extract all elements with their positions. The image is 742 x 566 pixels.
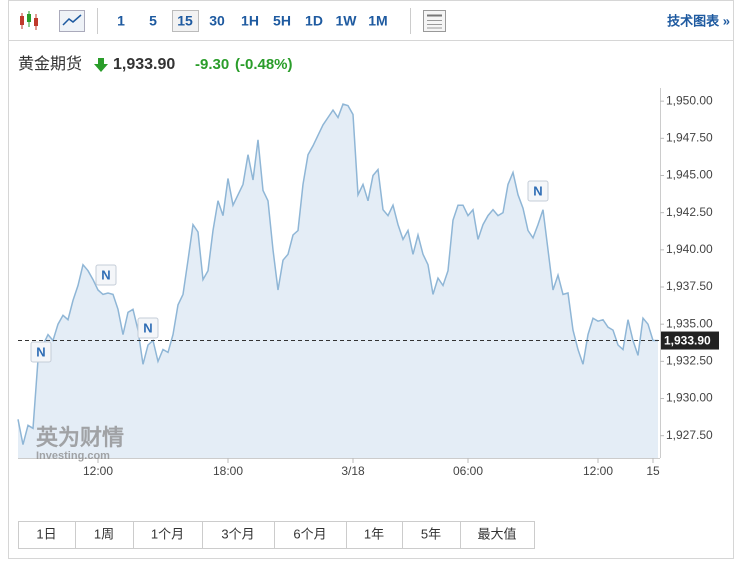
range-button-label: 1日 (36, 526, 56, 541)
down-arrow (94, 58, 108, 72)
y-tick-label: 1,930.00 (666, 391, 713, 405)
price: 1,933.90 (113, 56, 175, 73)
interval-button[interactable]: 15 (177, 13, 193, 29)
range-button[interactable] (402, 521, 461, 549)
candle-icon[interactable] (20, 11, 38, 30)
line-chart-icon[interactable] (59, 10, 85, 32)
y-tick-label: 1,940.00 (666, 242, 713, 256)
y-tick-label: 1,927.50 (666, 428, 713, 442)
y-tick-label: 1,935.00 (666, 316, 713, 330)
watermark-cn: 英为财情 (36, 425, 124, 450)
interval-button[interactable]: 1H (241, 13, 259, 29)
range-button[interactable] (460, 521, 535, 549)
price-line (17, 103, 658, 445)
x-tick-label: 18:00 (213, 464, 243, 478)
y-tick-label: 1,942.50 (666, 205, 713, 219)
news-marker[interactable] (527, 180, 549, 202)
x-tick-label: 15 (646, 464, 660, 478)
y-tick-label: 1,945.00 (666, 168, 713, 182)
change: -9.30 (195, 56, 229, 73)
interval-button[interactable]: 30 (209, 13, 225, 29)
news-marker[interactable] (95, 264, 117, 286)
y-tick-label: 1,937.50 (666, 279, 713, 293)
x-tick-label: 06:00 (453, 464, 483, 478)
interval-button[interactable]: 5 (149, 13, 157, 29)
area-fill (18, 104, 658, 458)
selected-interval (172, 10, 199, 32)
instrument-name: 黄金期货 (18, 55, 82, 73)
range-button[interactable] (274, 521, 347, 549)
x-tick-label: 3/18 (341, 464, 365, 478)
interval-button[interactable]: 1D (305, 13, 323, 29)
range-button[interactable] (75, 521, 134, 549)
interval-button[interactable]: 1W (336, 13, 358, 29)
range-button-label: 1年 (364, 526, 384, 541)
news-marker[interactable] (137, 317, 159, 339)
x-tick-label: 12:00 (583, 464, 613, 478)
current-price-label: 1,933.90 (664, 334, 711, 348)
range-button-label: 1个月 (151, 526, 184, 541)
news-marker-label: N (36, 344, 45, 359)
y-tick-label: 1,950.00 (666, 93, 713, 107)
range-button-label: 最大值 (477, 526, 516, 541)
change-pct: (-0.48%) (235, 56, 293, 73)
range-button-label: 5年 (421, 526, 441, 541)
news-marker-label: N (101, 267, 110, 282)
range-button[interactable] (18, 521, 76, 549)
y-tick-label: 1,932.50 (666, 354, 713, 368)
range-button-label: 3个月 (221, 526, 254, 541)
watermark-en: Investing.com (36, 450, 110, 462)
tech-chart-link[interactable]: 技术图表 » (667, 13, 730, 28)
current-price-box (661, 331, 719, 350)
news-marker-label: N (143, 320, 152, 335)
news-marker-label: N (533, 183, 542, 198)
news-marker[interactable] (30, 341, 52, 363)
range-button[interactable] (202, 521, 275, 549)
interval-button[interactable]: 5H (273, 13, 291, 29)
interval-button[interactable]: 1 (117, 13, 125, 29)
table-icon[interactable] (423, 10, 446, 32)
range-button-label: 1周 (94, 526, 114, 541)
range-button-label: 6个月 (293, 526, 326, 541)
interval-button[interactable]: 1M (368, 13, 387, 29)
x-tick-label: 12:00 (83, 464, 113, 478)
y-tick-label: 1,947.50 (666, 130, 713, 144)
